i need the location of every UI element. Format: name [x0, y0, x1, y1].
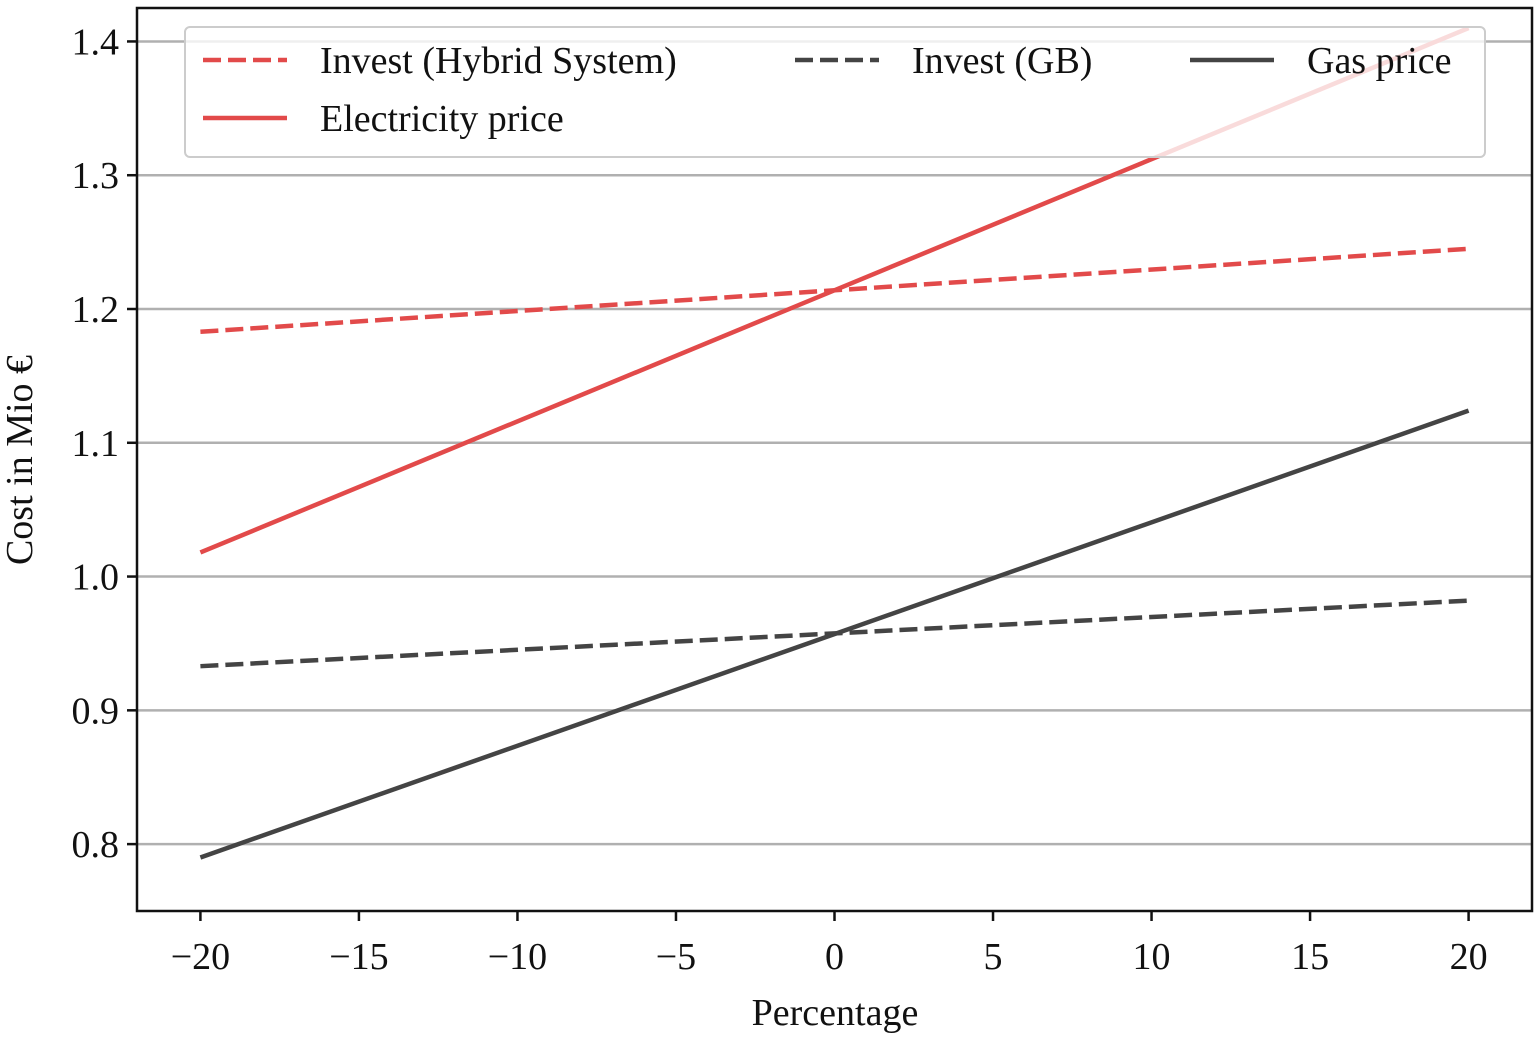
x-tick-label: −10 [488, 936, 547, 978]
legend-label-invest-hybrid-system: Invest (Hybrid System) [320, 40, 677, 82]
series-line-gas-price [199, 408, 1470, 860]
y-tick-label: 1.4 [72, 21, 120, 63]
x-tick-label: 0 [825, 936, 844, 978]
y-tick-label: 0.9 [72, 690, 120, 732]
y-axis-label: Cost in Mio € [0, 355, 41, 565]
legend: Invest (Hybrid System) Invest (GB) Gas pri… [184, 26, 1486, 158]
y-tick-label: 1.2 [72, 289, 120, 331]
y-tick-label: 0.8 [72, 824, 120, 866]
x-tick-label: −20 [171, 936, 230, 978]
legend-label-electricity-price: Electricity price [320, 98, 564, 140]
legend-box [184, 26, 1486, 158]
x-tick-label: 5 [984, 936, 1003, 978]
x-axis-label: Percentage [752, 992, 919, 1034]
x-tick-label: −15 [329, 936, 388, 978]
y-tick-label: 1.1 [72, 423, 120, 465]
y-tick-label: 1.3 [72, 155, 120, 197]
legend-label-invest-gb: Invest (GB) [912, 40, 1092, 82]
legend-label-gas-price: Gas price [1307, 40, 1452, 82]
y-tick-label: 1.0 [72, 557, 120, 599]
gridlines [137, 40, 1532, 846]
x-tick-label: 20 [1450, 936, 1488, 978]
x-axis: −20 −15 −10 −5 0 5 10 15 20 [171, 911, 1488, 978]
x-tick-label: 15 [1291, 936, 1329, 978]
y-axis: 0.8 0.9 1.0 1.1 1.2 1.3 1.4 [72, 21, 137, 866]
x-tick-label: 10 [1133, 936, 1171, 978]
x-tick-label: −5 [656, 936, 696, 978]
